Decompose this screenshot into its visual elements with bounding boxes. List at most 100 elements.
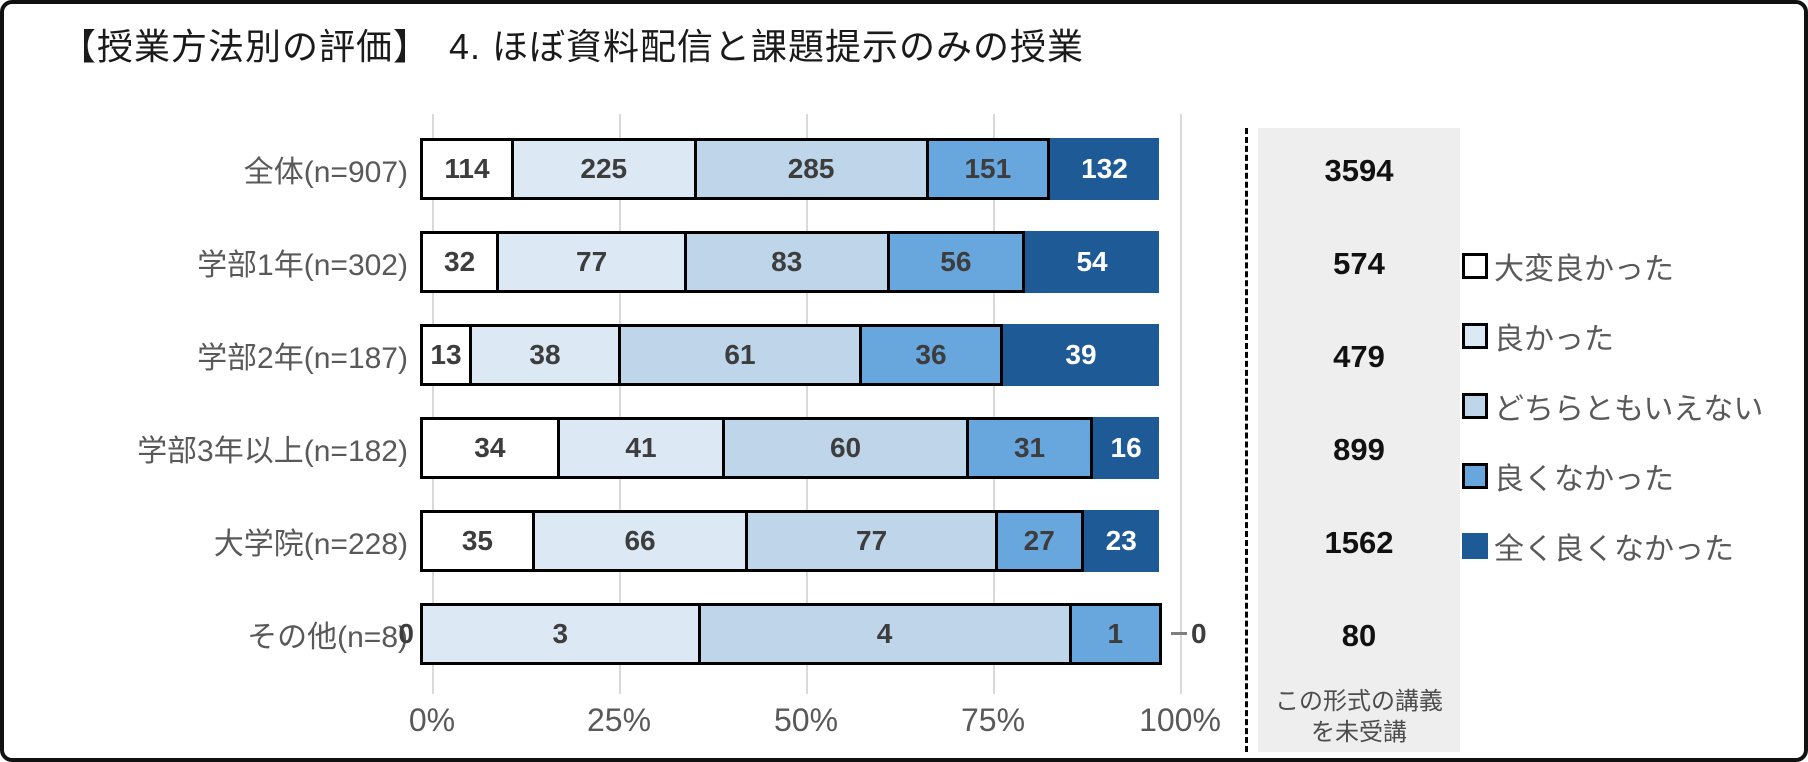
legend: 大変良かった 良かったどちらともいえない 良くなかった全く良くなかった [1462, 246, 1763, 566]
legend-label: 良かった [1494, 323, 1614, 356]
bar-segment: 60 [722, 416, 969, 479]
legend-swatch [1462, 393, 1488, 419]
panel-note-line2: を未受講 [1311, 718, 1407, 746]
bar-segment: 54 [1025, 230, 1159, 293]
legend-swatch [1462, 253, 1488, 279]
row-label: 学部2年(n=187) [197, 341, 408, 375]
legend-label: どちらともいえない [1494, 393, 1764, 426]
x-tick-label: 25% [586, 702, 652, 738]
legend-label: 全く良くなかった [1494, 533, 1734, 566]
bar-segment: 132 [1050, 137, 1159, 200]
bar-rows: 全体(n=907) 114 225 285 151 132 学部1年(n=302) 32 77 8… [4, 122, 1207, 680]
bar-value: 77 [856, 524, 888, 556]
bar-segment: 13 [420, 323, 472, 386]
bar-value: 32 [444, 245, 476, 277]
legend-item: 大変良かった [1462, 246, 1763, 286]
bar-row: 大学院(n=228) 35 66 77 27 23 [4, 494, 1168, 587]
bar-row: 学部2年(n=187) 13 38 61 36 39 [4, 308, 1168, 401]
not-attended-value: 80 [1341, 617, 1377, 653]
bar-value: 285 [787, 152, 835, 184]
bar-value: 4 [876, 617, 893, 649]
zero-value-label: 0 [1171, 603, 1207, 665]
x-tick-label: 75% [960, 702, 1026, 738]
bar-track: 34 41 60 31 16 [420, 416, 1168, 479]
bar-track: 13 38 61 36 39 [420, 323, 1168, 386]
not-attended-value: 1562 [1324, 524, 1394, 560]
bar-value: 23 [1105, 524, 1137, 556]
bar-segment: 39 [1002, 323, 1159, 386]
bar-value: 16 [1110, 431, 1142, 463]
bar-value: 83 [771, 245, 803, 277]
bar-value: 132 [1081, 152, 1128, 184]
bar-segment: 35 [420, 509, 535, 572]
bar-row: 学部3年以上(n=182) 34 41 60 31 16 [4, 401, 1168, 494]
row-label: その他(n=8) [247, 620, 408, 654]
x-tick-label: 50% [773, 702, 839, 738]
legend-item: 良かった [1462, 316, 1763, 356]
bar-segment: 56 [886, 230, 1026, 293]
bar-segment: 27 [994, 509, 1084, 572]
bar-row: その他(n=8) 0 3 4 1 0 [4, 587, 1207, 680]
bar-segment: 41 [556, 416, 726, 479]
gridline [619, 114, 621, 694]
bar-track: 35 66 77 27 23 [420, 509, 1168, 572]
bar-row: 学部1年(n=302) 32 77 83 56 54 [4, 215, 1168, 308]
bar-value: 34 [474, 431, 506, 463]
gridline [1180, 114, 1182, 694]
bar-value: 35 [461, 524, 493, 556]
legend-label: 良くなかった [1494, 463, 1674, 496]
bar-segment: 34 [420, 416, 560, 479]
bar-segment: 83 [683, 230, 890, 293]
bar-segment: 225 [511, 137, 697, 200]
bar-value: 38 [529, 338, 561, 370]
bar-value: 13 [430, 338, 462, 370]
leader-line [1171, 632, 1187, 635]
legend-swatch [1462, 463, 1488, 489]
zero-value-label: 0 [398, 617, 414, 649]
legend-item: 全く良くなかった [1462, 526, 1763, 566]
legend-item: 良くなかった [1462, 456, 1763, 496]
bar-segment: 36 [858, 323, 1003, 386]
bar-track: 0 3 4 1 0 [398, 602, 1207, 665]
row-label: 学部1年(n=302) [197, 248, 408, 282]
bar-segment: 77 [745, 509, 998, 572]
panel-note-line1: この形式の講義 [1275, 687, 1443, 715]
bar-segment: 31 [965, 416, 1094, 479]
bar-row: 全体(n=907) 114 225 285 151 132 [4, 122, 1168, 215]
bar-segment: 66 [531, 509, 749, 572]
bar-value: 36 [915, 338, 947, 370]
bar-value: 1 [1107, 617, 1124, 649]
bar-value: 41 [625, 431, 657, 463]
row-label: 全体(n=907) [243, 155, 408, 189]
bar-value: 61 [724, 338, 756, 370]
not-attended-panel: 3594 574 479 899 1562 80 この形式の講義 を未受講 [1258, 128, 1460, 752]
bar-segment: 4 [697, 602, 1072, 665]
x-tick-label: 0% [408, 702, 456, 738]
bar-value: 56 [940, 245, 972, 277]
bar-segment: 151 [925, 137, 1051, 200]
bar-value: 31 [1013, 431, 1046, 463]
bar-segment: 32 [420, 230, 500, 293]
gridline [432, 114, 434, 694]
bar-segment: 114 [420, 137, 514, 200]
row-label: 大学院(n=228) [213, 527, 408, 561]
not-attended-value: 899 [1333, 431, 1385, 467]
bar-segment: 23 [1083, 509, 1159, 572]
page-title: 【授業方法別の評価】 4. ほぼ資料配信と課題提示のみの授業 [60, 26, 1085, 67]
gridline [806, 114, 808, 694]
not-attended-value: 574 [1333, 245, 1385, 281]
bar-value: 114 [444, 152, 490, 184]
bar-track: 114 225 285 151 132 [420, 137, 1168, 200]
bar-segment: 77 [496, 230, 687, 293]
x-tick-label: 100% [1139, 702, 1221, 738]
bar-segment: 61 [618, 323, 862, 386]
bar-value: 39 [1065, 338, 1097, 370]
bar-value: 0 [1191, 617, 1207, 649]
legend-label: 大変良かった [1494, 253, 1674, 286]
bar-value: 3 [552, 617, 569, 649]
bar-segment: 285 [693, 137, 929, 200]
bar-value: 60 [829, 431, 862, 463]
legend-swatch [1462, 533, 1488, 559]
row-label: 学部3年以上(n=182) [137, 434, 408, 468]
